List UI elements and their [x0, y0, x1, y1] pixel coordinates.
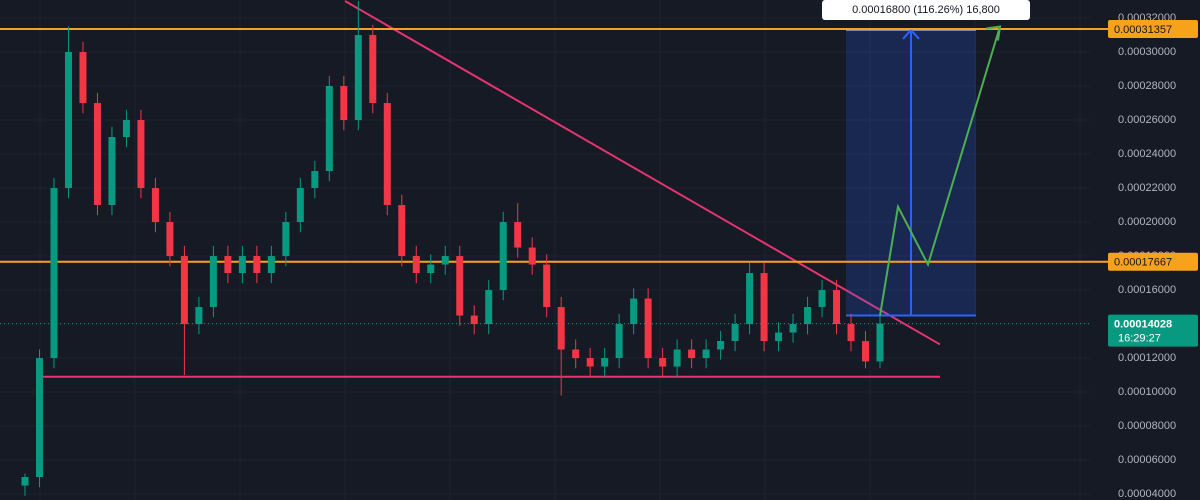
y-tick-label: 0.00030000: [1118, 46, 1176, 58]
candle-body: [296, 188, 304, 223]
y-tick-label: 0.00028000: [1118, 80, 1176, 92]
measure-label: 0.00016800 (116.26%) 16,800: [852, 4, 1000, 16]
candle-body: [79, 52, 87, 104]
trendline: [344, 0, 941, 346]
candle-body: [833, 290, 841, 325]
y-tick-label: 0.00024000: [1118, 148, 1176, 160]
candle-body: [485, 290, 493, 325]
candle-body: [702, 349, 710, 359]
candle-body: [35, 358, 43, 478]
candle-body: [166, 222, 174, 257]
y-tick-label: 0.00008000: [1118, 420, 1176, 432]
level-label-box: [1108, 19, 1198, 38]
candle-body: [93, 103, 101, 206]
candle-body: [383, 103, 391, 206]
candle-body: [456, 256, 464, 316]
candle-body: [238, 256, 246, 274]
candle-body: [398, 205, 406, 257]
candle-body: [151, 188, 159, 223]
candle-body: [64, 52, 72, 189]
y-tick-label: 0.00026000: [1118, 114, 1176, 126]
candle-body: [586, 358, 594, 367]
candle-body: [21, 477, 29, 486]
candle-body: [717, 341, 725, 350]
projection-path: [879, 26, 1001, 316]
candle-body: [557, 307, 565, 350]
level-label-box: [1108, 252, 1198, 271]
candle-body: [572, 349, 580, 359]
last-price-box: [1108, 314, 1198, 347]
level-label: 0.00017667: [1114, 257, 1172, 269]
candle-body: [499, 222, 507, 291]
y-tick-label: 0.00004000: [1118, 488, 1176, 500]
candle-body: [50, 188, 58, 359]
candle-body: [615, 324, 623, 359]
y-tick-label: 0.00012000: [1118, 352, 1176, 364]
candle-body: [601, 358, 609, 367]
candle-body: [180, 256, 188, 325]
candle-body: [789, 324, 797, 333]
level-label: 0.00031357: [1114, 24, 1172, 36]
y-tick-label: 0.00016000: [1118, 284, 1176, 296]
candle-body: [760, 273, 768, 342]
candle-body: [630, 298, 638, 325]
y-tick-label: 0.00010000: [1118, 386, 1176, 398]
candle-body: [427, 264, 435, 274]
countdown: 16:29:27: [1118, 332, 1161, 344]
candle-body: [282, 222, 290, 257]
candle-body: [267, 256, 275, 274]
candle-body: [673, 349, 681, 367]
candle-body: [688, 349, 696, 359]
candle-body: [543, 264, 551, 308]
candle-body: [644, 298, 652, 359]
measure-label-box: [822, 0, 1030, 20]
candle-body: [224, 256, 232, 274]
last-price-label: 0.00014028: [1114, 318, 1172, 330]
projection-arrowhead: [985, 25, 1002, 41]
y-tick-label: 0.00022000: [1118, 182, 1176, 194]
candle-body: [862, 341, 870, 362]
candle-body: [340, 86, 348, 121]
candle-body: [514, 222, 522, 248]
candle-body: [659, 358, 667, 367]
y-tick-label: 0.00006000: [1118, 454, 1176, 466]
candle-body: [137, 120, 145, 189]
candle-body: [876, 323, 884, 362]
candle-body: [122, 120, 130, 138]
candle-body: [209, 256, 217, 308]
candle-body: [775, 332, 783, 342]
candle-body: [804, 307, 812, 325]
candle-body: [746, 273, 754, 325]
candle-body: [253, 256, 261, 274]
candle-body: [470, 315, 478, 325]
candle-body: [108, 137, 116, 206]
candle-body: [311, 171, 319, 189]
candle-body: [847, 324, 855, 342]
candle-body: [528, 247, 536, 265]
candle-body: [412, 256, 420, 274]
candle-body: [369, 35, 377, 104]
candle-body: [441, 256, 449, 265]
candle-body: [325, 86, 333, 172]
candle-body: [818, 290, 826, 308]
y-tick-label: 0.00020000: [1118, 216, 1176, 228]
candle-body: [354, 35, 362, 121]
candle-body: [731, 324, 739, 342]
candle-body: [195, 307, 203, 325]
